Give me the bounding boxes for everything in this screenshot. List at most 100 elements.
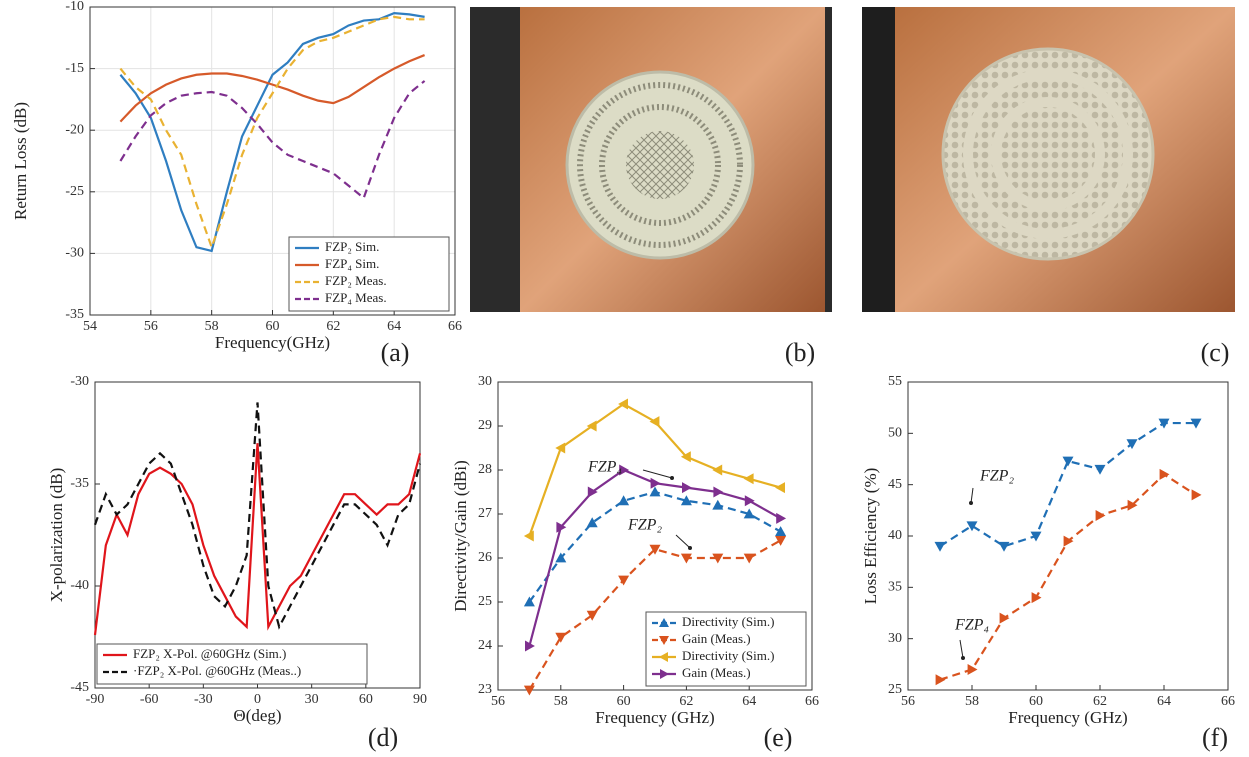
y-tick-label: 23: [478, 682, 492, 697]
legend-marker: [660, 669, 669, 679]
marker: [998, 541, 1010, 552]
marker: [523, 596, 535, 607]
x-tick-label: 62: [679, 694, 693, 709]
x-tick-label: 60: [617, 694, 631, 709]
x-tick-label: -30: [194, 692, 213, 707]
marker: [555, 442, 566, 454]
x-tick-label: 64: [387, 319, 401, 334]
marker: [776, 512, 787, 524]
marker: [586, 517, 598, 528]
marker: [743, 553, 755, 564]
marker: [1094, 464, 1106, 475]
marker: [556, 521, 567, 533]
y-tick-label: -35: [70, 476, 89, 491]
x-tick-label: 60: [1029, 694, 1043, 709]
marker: [1030, 531, 1042, 542]
marker: [555, 552, 567, 563]
x-tick-label: 54: [83, 319, 97, 334]
y-tick-label: 30: [478, 374, 492, 389]
legend-label: ·FZP₂ X-Pol. @60GHz (Meas..): [133, 663, 301, 678]
marker: [1159, 468, 1170, 480]
x-tick-label: 56: [491, 694, 505, 709]
y-tick-label: 25: [478, 594, 492, 609]
series-line: [93, 402, 422, 630]
marker: [712, 464, 723, 476]
marker: [743, 508, 755, 519]
x-axis-label: Θ(deg): [233, 706, 281, 725]
marker: [934, 541, 946, 552]
marker: [1191, 489, 1202, 501]
series-line: [528, 539, 782, 691]
marker: [555, 632, 567, 643]
marker: [1190, 418, 1202, 429]
marker: [525, 640, 535, 652]
y-tick-label: -10: [65, 0, 84, 14]
marker: [743, 473, 754, 485]
marker: [680, 553, 692, 564]
marker: [523, 530, 534, 542]
y-tick-label: -35: [65, 307, 84, 322]
x-axis-label: Frequency(GHz): [215, 333, 330, 352]
annotation-arrowhead: [969, 501, 973, 505]
photo-b: [470, 7, 832, 312]
x-tick-label: 56: [901, 694, 915, 709]
series-line: [119, 54, 425, 123]
series-line: [939, 473, 1197, 681]
x-tick-label: 60: [359, 692, 373, 707]
marker: [618, 575, 630, 586]
panel-label: (a): [381, 338, 410, 367]
legend-label: FZP₂ Sim.: [325, 239, 379, 254]
marker: [1126, 439, 1138, 450]
annotation: FZP₄: [954, 617, 989, 634]
y-tick-label: 26: [478, 550, 492, 565]
legend-label: FZP₂ X-Pol. @60GHz (Sim.): [133, 646, 286, 661]
y-tick-label: 24: [478, 638, 492, 653]
marker: [775, 482, 785, 494]
y-axis-label: X-polarization (dB): [47, 468, 66, 603]
marker: [587, 486, 598, 498]
marker: [649, 544, 661, 555]
marker: [775, 536, 787, 546]
plot-frame: [94, 381, 421, 689]
marker: [1158, 418, 1170, 429]
marker: [680, 495, 692, 506]
y-axis-label: Loss Efficiency (%): [861, 468, 880, 605]
marker: [712, 553, 724, 564]
panel-label: (c): [1201, 338, 1230, 367]
x-tick-label: 0: [254, 692, 261, 707]
y-tick-label: -45: [70, 680, 89, 695]
y-tick-label: 45: [888, 477, 902, 492]
x-tick-label: 64: [742, 694, 756, 709]
legend-label: Gain (Meas.): [682, 631, 751, 646]
marker: [680, 451, 691, 463]
y-tick-label: -30: [70, 374, 89, 389]
x-tick-label: 66: [448, 319, 462, 334]
marker: [586, 420, 597, 432]
y-tick-label: 29: [478, 418, 492, 433]
marker: [1127, 499, 1138, 511]
series-line: [119, 80, 426, 200]
marker: [967, 663, 978, 675]
y-tick-label: 35: [888, 580, 902, 595]
marker: [1095, 509, 1106, 521]
legend-label: FZP₄ Sim.: [325, 256, 379, 271]
y-axis-label: Return Loss (dB): [11, 102, 30, 220]
photo-c: [862, 7, 1235, 312]
x-tick-label: 58: [965, 694, 979, 709]
y-tick-label: -20: [65, 122, 84, 137]
annotation-arrow: [675, 534, 691, 549]
y-tick-label: 40: [888, 528, 902, 543]
annotation-arrowhead: [670, 476, 674, 480]
marker: [586, 610, 598, 621]
series-line: [93, 443, 422, 636]
panel-label: (f): [1202, 723, 1228, 752]
marker: [713, 486, 724, 498]
x-tick-label: 62: [326, 319, 340, 334]
legend-label: Gain (Meas.): [682, 665, 751, 680]
plot-frame: [89, 6, 456, 316]
annotation-arrowhead: [961, 656, 965, 660]
x-tick-label: 66: [1221, 694, 1235, 709]
y-axis-label: Directivity/Gain (dBi): [451, 460, 470, 612]
plot-frame: [497, 381, 813, 691]
